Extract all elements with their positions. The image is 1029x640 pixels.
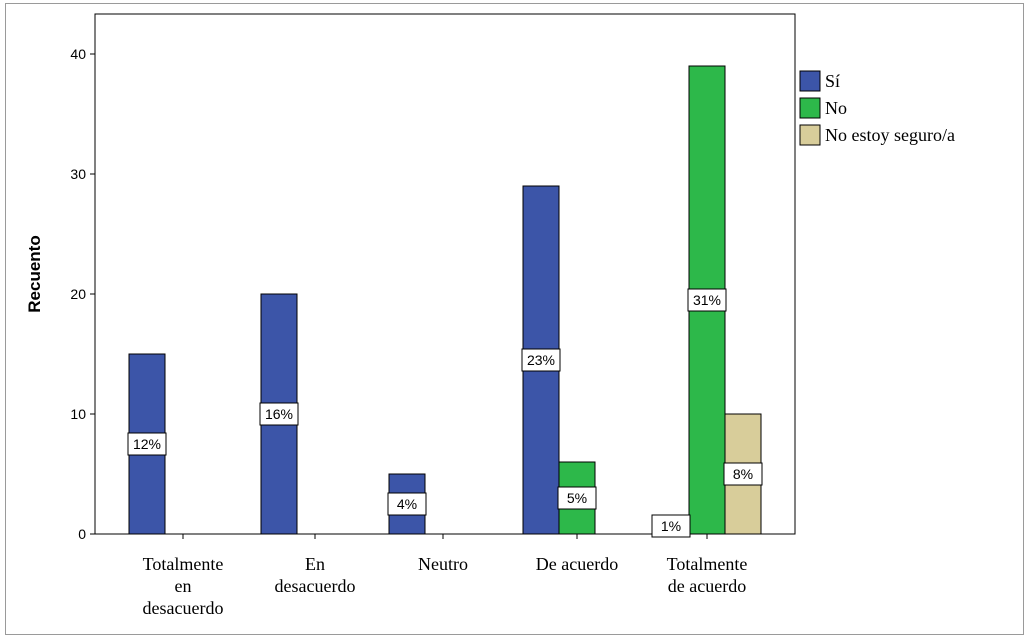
y-tick-label: 0 (78, 526, 86, 542)
x-tick-label: desacuerdo (143, 598, 224, 618)
x-tick-label: Totalmente (143, 554, 224, 574)
data-label-box (259, 402, 299, 426)
x-tick-label: De acuerdo (536, 554, 618, 574)
data-label: 12% (133, 436, 161, 452)
legend-label: No (825, 98, 847, 118)
x-tick-label: Neutro (418, 554, 468, 574)
x-tick-label: de acuerdo (668, 576, 746, 596)
legend-label: Sí (825, 71, 840, 91)
data-label-box (127, 432, 167, 456)
data-label: 1% (661, 518, 681, 534)
data-label-box (687, 288, 727, 312)
data-label-box (723, 462, 763, 486)
y-tick-label: 40 (70, 46, 86, 62)
legend-swatch (799, 124, 821, 146)
data-label: 5% (567, 490, 587, 506)
data-label: 23% (527, 352, 555, 368)
data-label: 31% (693, 292, 721, 308)
data-label-box (521, 348, 561, 372)
data-label: 16% (265, 406, 293, 422)
plot-area (94, 13, 796, 535)
data-label-box (651, 514, 691, 538)
x-tick-label: En (305, 554, 325, 574)
x-tick-label: desacuerdo (275, 576, 356, 596)
x-tick-label: en (175, 576, 192, 596)
chart-frame (5, 3, 1024, 635)
data-label: 8% (733, 466, 753, 482)
data-label-box (387, 492, 427, 516)
y-axis-label: Recuento (25, 235, 44, 312)
data-label: 4% (397, 496, 417, 512)
legend-swatch (799, 70, 821, 92)
data-label-box (557, 486, 597, 510)
y-tick-label: 20 (70, 286, 86, 302)
y-tick-label: 10 (70, 406, 86, 422)
y-tick-label: 30 (70, 166, 86, 182)
x-tick-label: Totalmente (667, 554, 748, 574)
legend-label: No estoy seguro/a (825, 125, 955, 145)
legend-swatch (799, 97, 821, 119)
